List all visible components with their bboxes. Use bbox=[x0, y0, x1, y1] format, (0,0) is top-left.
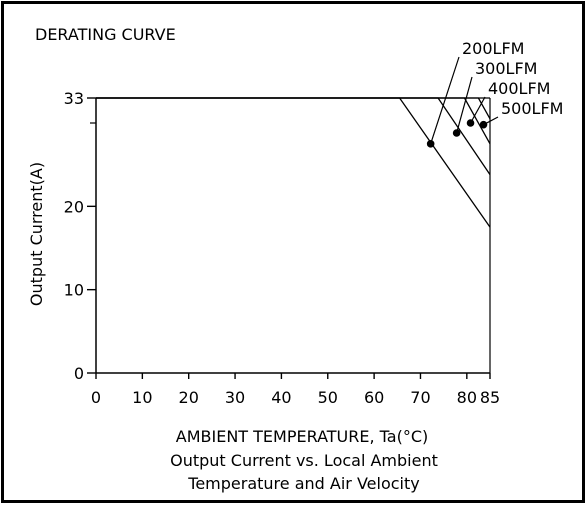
series-leader-300LFM bbox=[456, 76, 473, 134]
x-ticks: 0 10 20 30 40 50 60 70 80 85 bbox=[91, 373, 500, 407]
axes bbox=[95, 97, 491, 374]
chart-title: DERATING CURVE bbox=[35, 25, 176, 44]
series-leader-200LFM bbox=[430, 56, 460, 145]
series-leader-500LFM bbox=[483, 116, 499, 126]
series-leader-400LFM bbox=[470, 96, 486, 124]
x-tick-label-4: 40 bbox=[271, 388, 291, 407]
x-tick-label-7: 70 bbox=[410, 388, 430, 407]
y-tick-label-0: 0 bbox=[74, 364, 84, 383]
y-axis-label: Output Current(A) bbox=[27, 162, 46, 306]
series-line-400LFM bbox=[96, 97, 491, 145]
x-tick-label-6: 60 bbox=[364, 388, 384, 407]
x-tick-label-0: 0 bbox=[91, 388, 101, 407]
series-label-400LFM: 400LFM bbox=[488, 79, 550, 98]
x-tick-label-5: 50 bbox=[318, 388, 338, 407]
y-tick-label-1: 10 bbox=[64, 281, 84, 300]
x-tick-label-3: 30 bbox=[225, 388, 245, 407]
series-label-300LFM: 300LFM bbox=[475, 59, 537, 78]
series-label-500LFM: 500LFM bbox=[501, 99, 563, 118]
series-line-300LFM bbox=[96, 97, 491, 176]
x-tick-label-8: 80 bbox=[457, 388, 477, 407]
x-tick-label-9: 85 bbox=[480, 388, 500, 407]
caption-line-2: Temperature and Air Velocity bbox=[187, 474, 419, 493]
series-line-500LFM bbox=[96, 97, 491, 120]
x-tick-label-1: 10 bbox=[132, 388, 152, 407]
derating-chart: DERATING CURVE 0 10 20 33 0 10 20 30 40 50 60 70 80… bbox=[27, 25, 563, 493]
x-axis-label: AMBIENT TEMPERATURE, Ta(°C) bbox=[176, 427, 428, 446]
y-ticks: 0 10 20 33 bbox=[64, 89, 96, 383]
caption-line-1: Output Current vs. Local Ambient bbox=[170, 451, 438, 470]
series-line-200LFM bbox=[96, 97, 491, 228]
y-tick-label-2: 20 bbox=[64, 197, 84, 216]
x-tick-label-2: 20 bbox=[179, 388, 199, 407]
y-tick-label-3: 33 bbox=[64, 89, 84, 108]
series-lines bbox=[96, 97, 491, 228]
series-label-200LFM: 200LFM bbox=[462, 39, 524, 58]
